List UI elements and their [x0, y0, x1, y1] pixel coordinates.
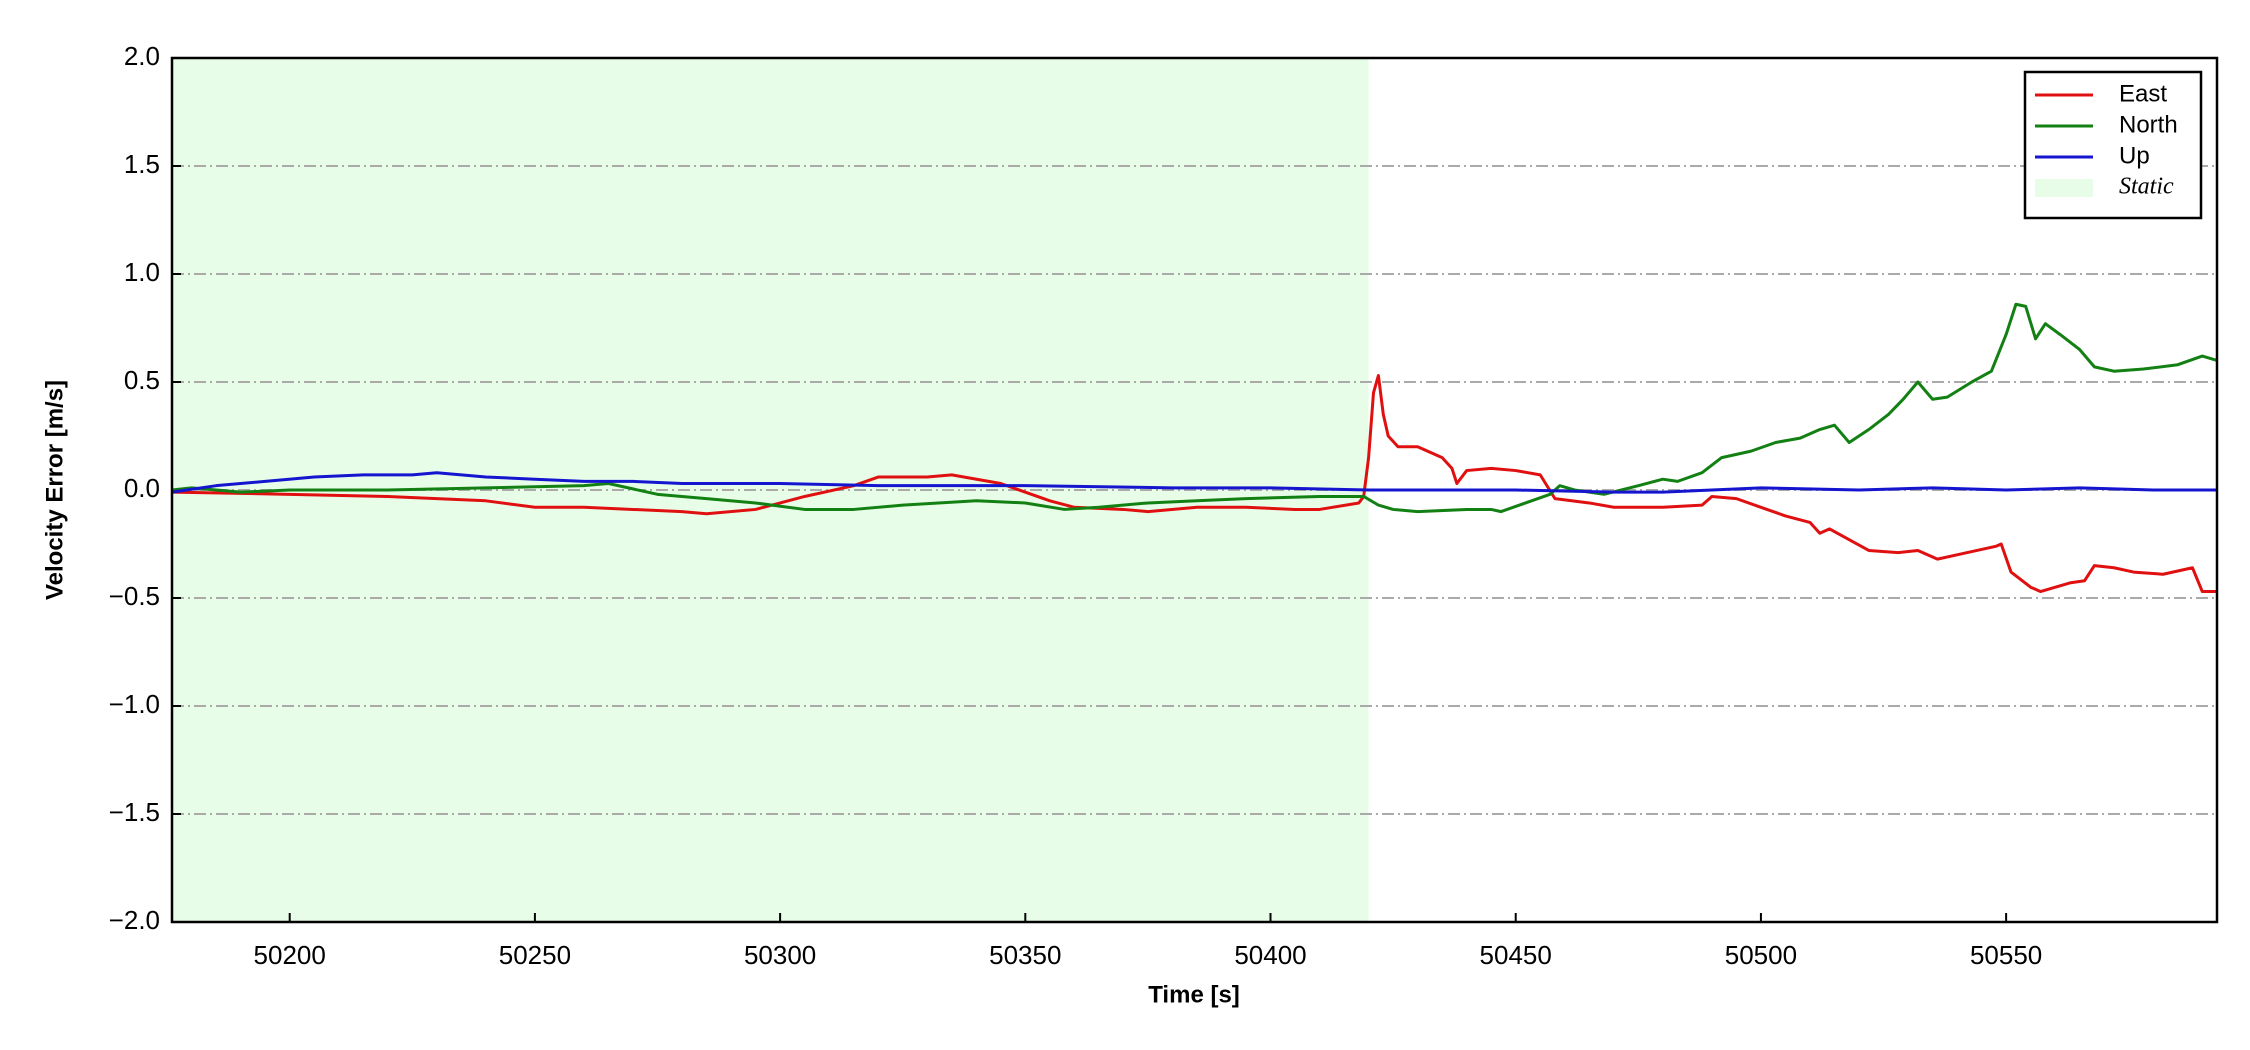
x-tick-label: 50300: [744, 940, 816, 970]
x-tick-label: 50400: [1234, 940, 1306, 970]
x-tick-label: 50200: [254, 940, 326, 970]
legend-label: North: [2119, 111, 2178, 138]
y-tick-label: 0.5: [124, 365, 160, 395]
y-tick-label: −0.5: [109, 581, 160, 611]
legend-label: Static: [2119, 174, 2174, 200]
x-tick-label: 50500: [1725, 940, 1797, 970]
legend-label: East: [2119, 80, 2167, 107]
y-tick-label: −1.5: [109, 797, 160, 827]
series-line: [171, 374, 2217, 594]
x-tick-label: 50350: [989, 940, 1061, 970]
x-tick-label: 50550: [1970, 940, 2042, 970]
legend-swatch: [2035, 179, 2093, 197]
y-tick-label: 1.5: [124, 149, 160, 179]
legend-label: Up: [2119, 142, 2150, 169]
x-axis-label: Time [s]: [1148, 981, 1240, 1008]
plot-frame: [170, 56, 2219, 924]
y-tick-label: −1.0: [109, 689, 160, 719]
x-tick-label: 50250: [499, 940, 571, 970]
x-tick-label: 50450: [1480, 940, 1552, 970]
y-tick-label: 1.0: [124, 257, 160, 287]
y-tick-label: −2.0: [109, 905, 160, 935]
series-line: [171, 471, 2217, 494]
y-tick-label: 0.0: [124, 473, 160, 503]
y-tick-label: 2.0: [124, 41, 160, 71]
legend: East North Up Static: [2023, 70, 2203, 220]
y-axis-label: Velocity Error [m/s]: [41, 380, 68, 600]
